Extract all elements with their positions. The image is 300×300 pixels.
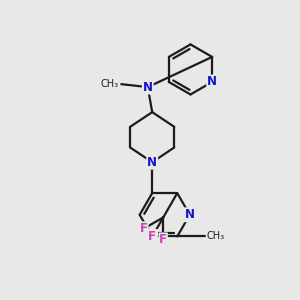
Text: N: N [147,156,157,169]
Text: N: N [185,208,195,221]
Text: F: F [159,233,167,246]
Text: N: N [147,230,157,243]
Text: N: N [143,81,153,94]
Text: F: F [140,222,148,235]
Text: CH₃: CH₃ [207,232,225,242]
Text: N: N [207,76,217,88]
Text: CH₃: CH₃ [101,79,119,89]
Text: F: F [148,230,156,243]
